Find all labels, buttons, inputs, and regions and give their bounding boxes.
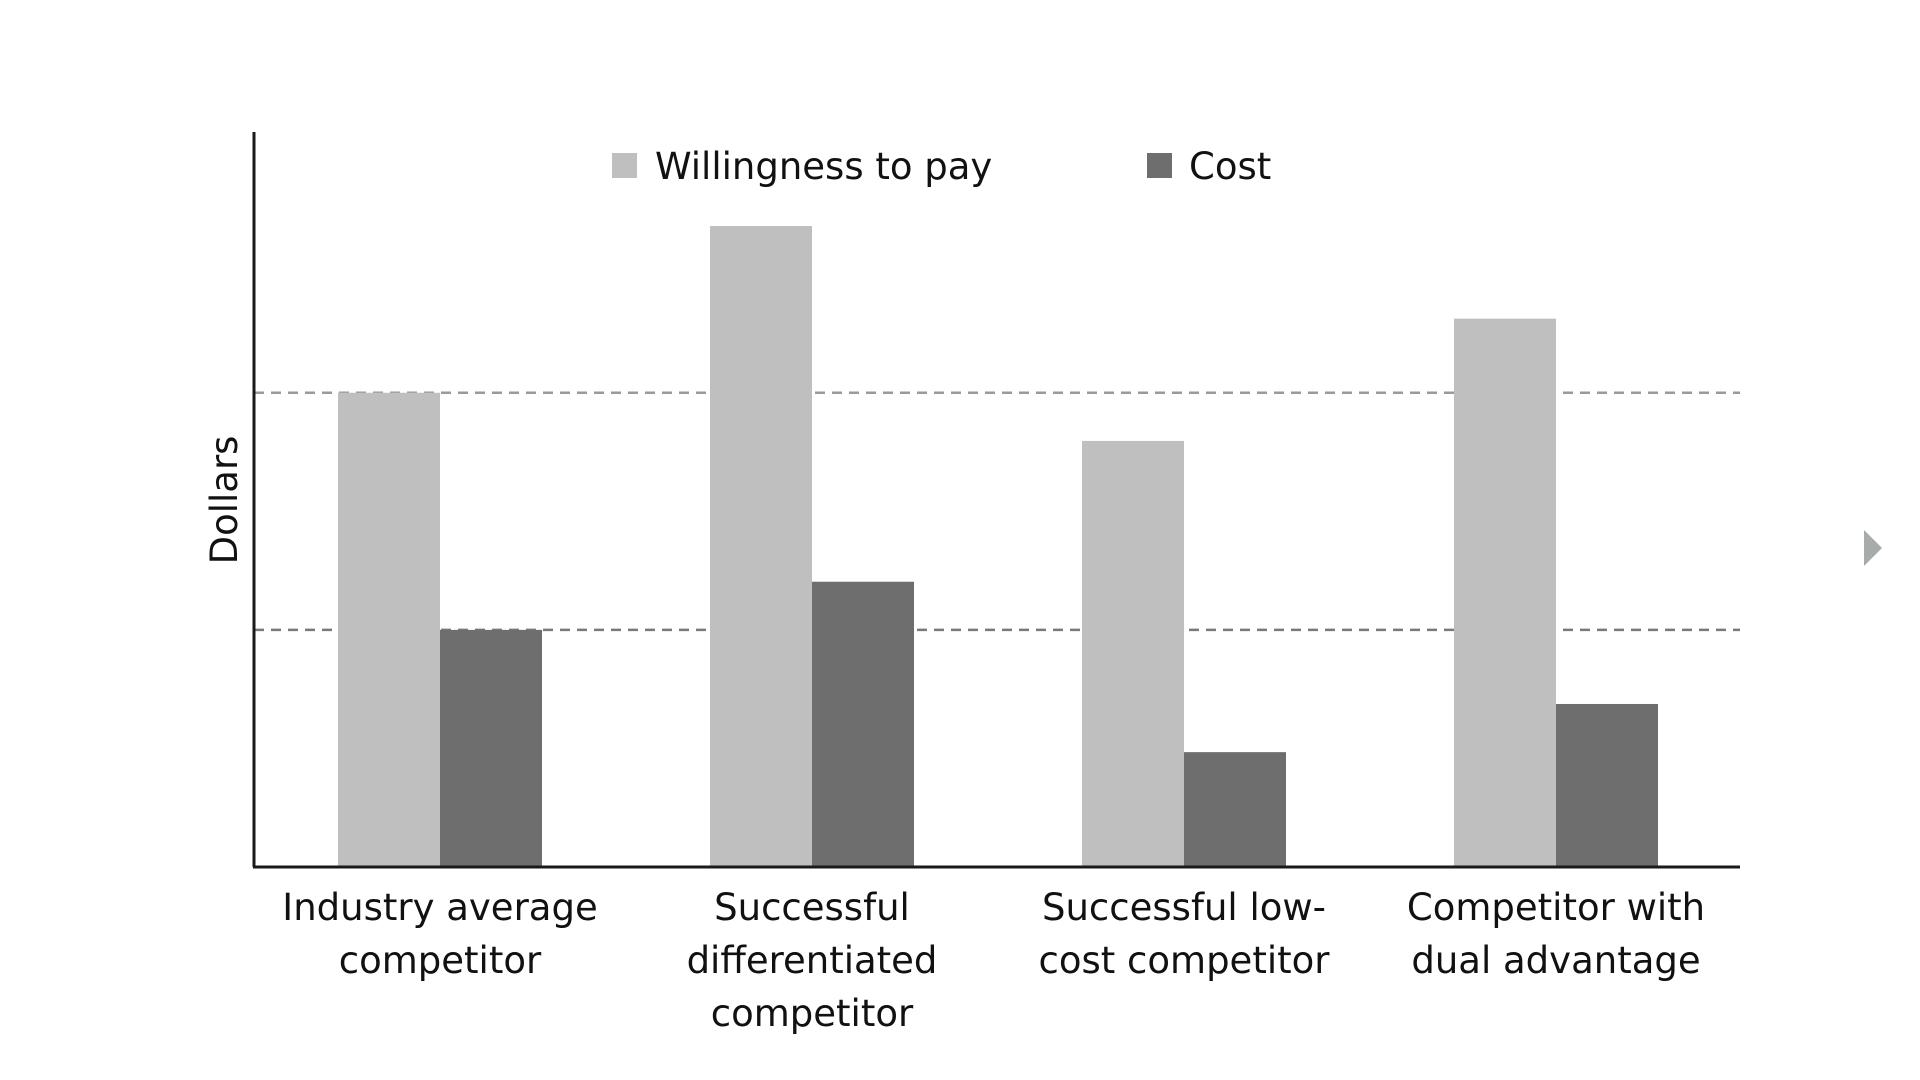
bars: [338, 226, 1658, 867]
x-tick-label: Industry average competitor: [282, 886, 597, 982]
legend-label: Cost: [1189, 145, 1271, 188]
legend-swatch: [1147, 153, 1172, 178]
legend: Willingness to pay Cost: [612, 145, 1271, 188]
legend-label: Willingness to pay: [655, 145, 992, 188]
y-axis-title: Dollars: [203, 436, 246, 565]
bar-willingness-to-pay: [1082, 440, 1184, 867]
chevron-right-icon[interactable]: [1864, 530, 1882, 566]
bar-willingness-to-pay: [338, 392, 440, 867]
x-tick-label: Competitor with dual advantage: [1407, 886, 1705, 982]
bar-cost: [812, 581, 914, 867]
x-tick-label: Successful differentiated competitor: [687, 886, 938, 1035]
bar-willingness-to-pay: [1454, 318, 1556, 867]
x-tick-label: Successful low-cost competitor: [1039, 886, 1331, 982]
bar-cost: [1184, 752, 1286, 867]
x-tick-labels: Industry average competitor Successful diff…: [282, 886, 1705, 1035]
bar-cost: [1556, 703, 1658, 867]
legend-swatch: [612, 153, 637, 178]
bar-willingness-to-pay: [710, 226, 812, 867]
bar-cost: [440, 629, 542, 867]
